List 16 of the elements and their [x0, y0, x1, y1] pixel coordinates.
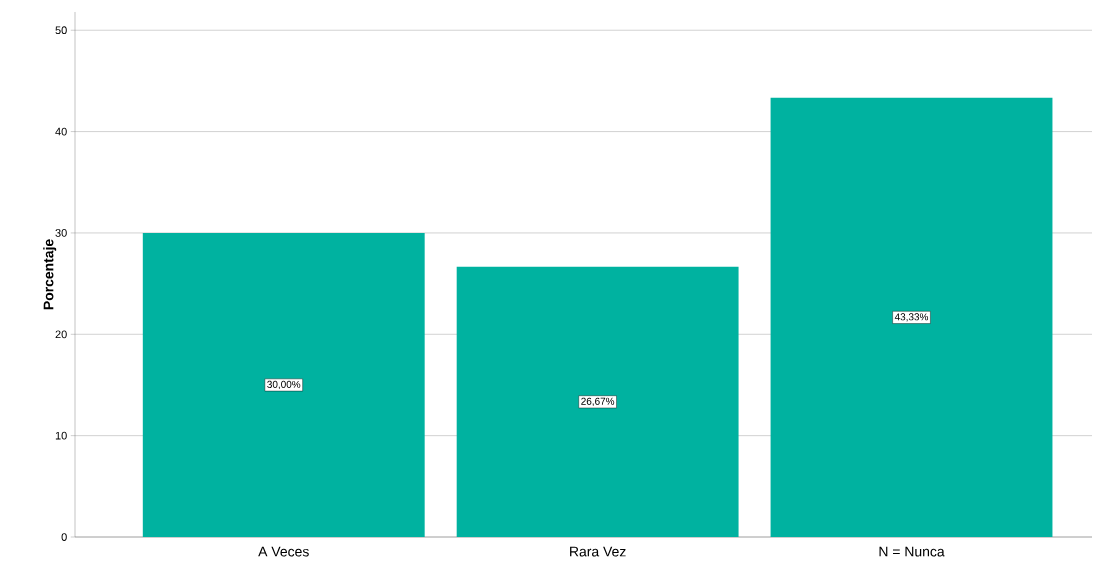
data-label: 26,67%	[581, 397, 615, 406]
y-tick-label: 40	[55, 127, 67, 136]
data-label: 43,33%	[894, 313, 929, 322]
y-tick-label: 10	[55, 431, 67, 440]
bar	[456, 266, 739, 537]
bar	[142, 232, 425, 537]
y-tick-label: 30	[55, 229, 67, 237]
x-tick-label: N = Nunca	[879, 546, 945, 557]
y-tick-label: 0	[61, 533, 67, 541]
x-tick-label: A Veces	[258, 546, 309, 557]
y-axis-title: Porcentaje	[43, 239, 57, 310]
data-label: 30,00%	[267, 380, 301, 390]
x-tick-label: Rara Vez	[570, 546, 626, 557]
bar	[770, 97, 1053, 537]
y-tick-label: 20	[55, 330, 67, 339]
y-tick-label: 50	[55, 26, 67, 35]
